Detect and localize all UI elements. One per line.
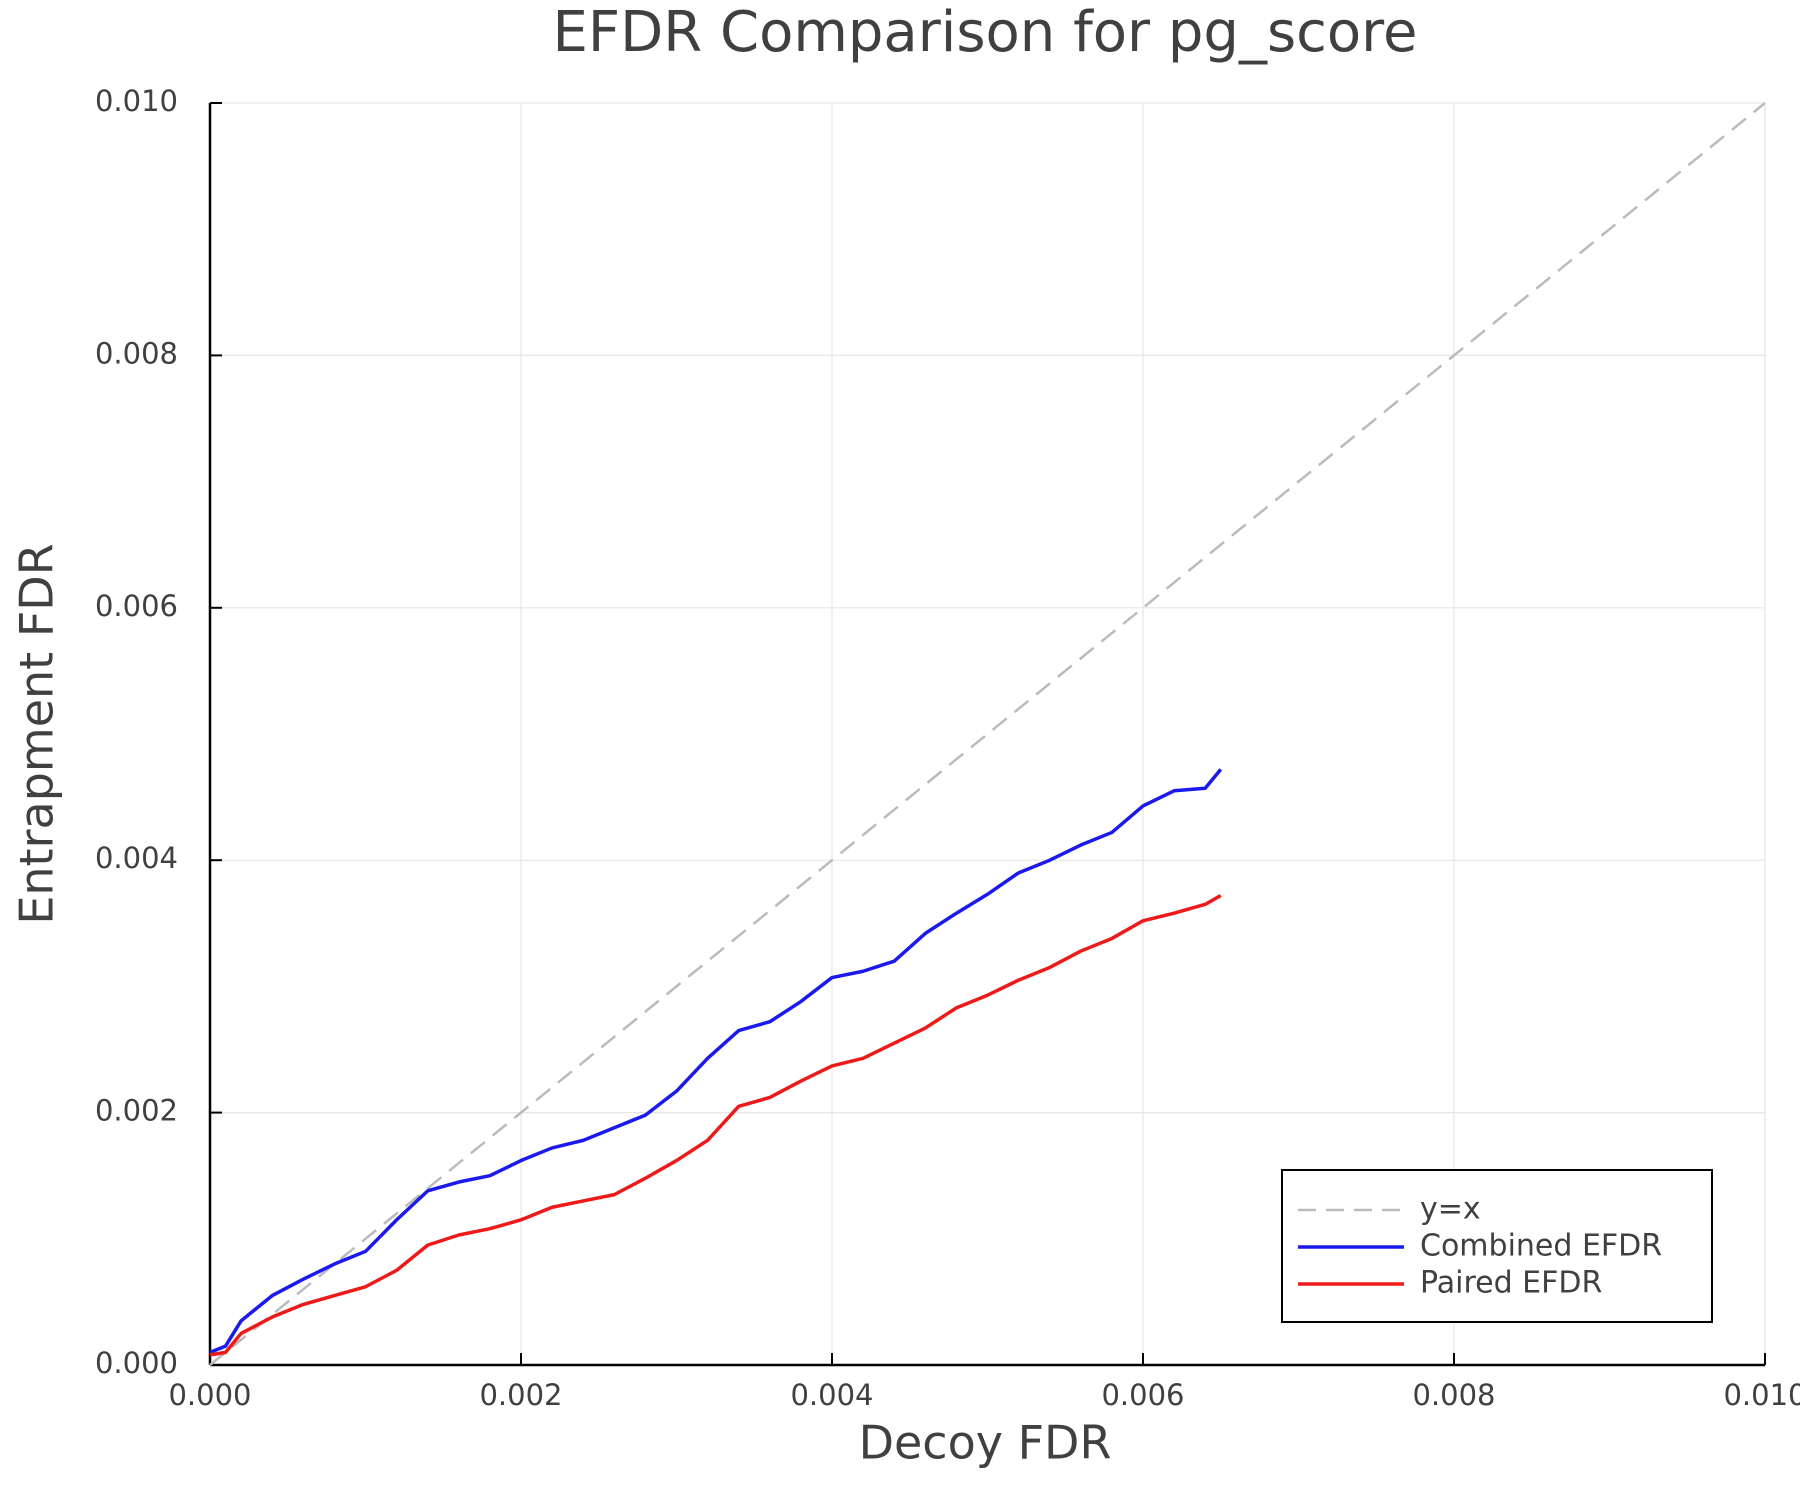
x-tick-label: 0.006 bbox=[1101, 1378, 1184, 1412]
x-tick-label: 0.008 bbox=[1412, 1378, 1495, 1412]
legend-label: Combined EFDR bbox=[1420, 1229, 1662, 1264]
y-tick-label: 0.002 bbox=[95, 1094, 178, 1128]
x-tick-label: 0.004 bbox=[790, 1378, 873, 1412]
x-tick-label: 0.000 bbox=[168, 1378, 251, 1412]
y-tick-label: 0.008 bbox=[95, 336, 178, 370]
series-line bbox=[209, 102, 1766, 1366]
y-tick-label: 0.000 bbox=[95, 1346, 178, 1380]
legend-label: Paired EFDR bbox=[1420, 1266, 1602, 1301]
series-line bbox=[209, 768, 1223, 1355]
x-tick-label: 0.002 bbox=[479, 1378, 562, 1412]
chart-title: EFDR Comparison for pg_score bbox=[553, 0, 1418, 65]
legend-label: y=x bbox=[1420, 1192, 1481, 1227]
y-axis-label: Entrapment FDR bbox=[10, 543, 64, 924]
y-tick-label: 0.004 bbox=[95, 841, 178, 875]
x-axis-label: Decoy FDR bbox=[859, 1416, 1112, 1470]
x-tick-label: 0.010 bbox=[1723, 1378, 1800, 1412]
y-tick-label: 0.010 bbox=[95, 84, 178, 118]
series-line bbox=[209, 894, 1222, 1357]
y-tick-label: 0.006 bbox=[95, 589, 178, 623]
